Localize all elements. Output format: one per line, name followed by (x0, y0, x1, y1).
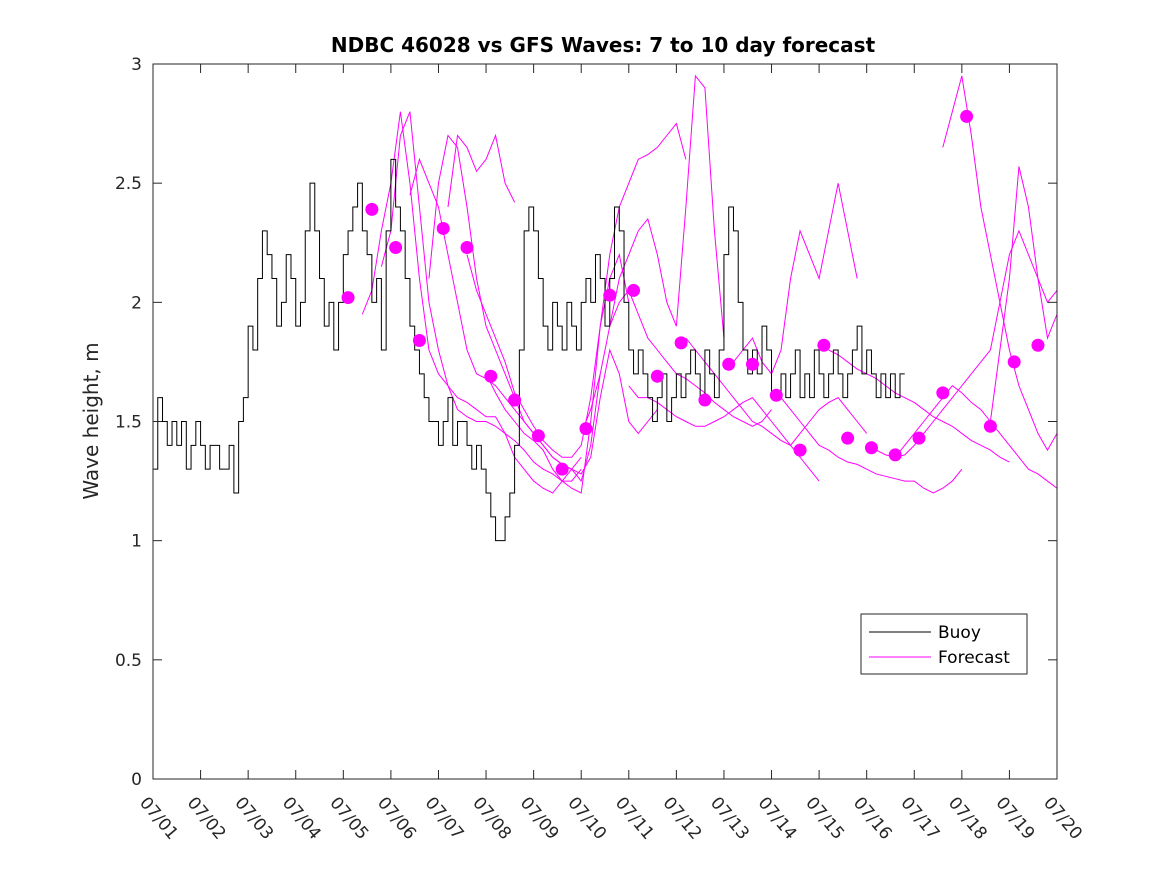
forecast-point (627, 283, 641, 297)
y-tick-label: 0 (131, 770, 142, 790)
forecast-point (888, 448, 902, 462)
forecast-line-5 (447, 133, 516, 208)
forecast-point (912, 431, 926, 445)
forecast-point (674, 336, 688, 350)
forecast-line-6 (466, 252, 630, 458)
forecast-lines (361, 74, 1058, 494)
legend-forecast-label: Forecast (938, 648, 1010, 668)
forecast-line-11 (685, 337, 868, 446)
y-tick-label: 1 (131, 532, 142, 552)
forecast-point (793, 443, 807, 457)
forecast-point (484, 369, 498, 383)
forecast-point (769, 388, 783, 402)
chart-title: NDBC 46028 vs GFS Waves: 7 to 10 day for… (331, 33, 876, 57)
buoy-line (153, 158, 905, 542)
forecast-point (460, 241, 474, 255)
forecast-point (1031, 338, 1045, 352)
forecast-point (389, 241, 403, 255)
forecast-line-2 (380, 111, 582, 482)
y-tick-label: 2 (131, 293, 142, 313)
forecast-line-13 (780, 397, 963, 494)
forecast-point (722, 357, 736, 371)
forecast-line-18 (989, 166, 1058, 422)
forecast-point (841, 431, 855, 445)
forecast-point (983, 419, 997, 433)
legend-buoy-label: Buoy (938, 623, 981, 643)
forecast-point (436, 221, 450, 235)
forecast-point (650, 369, 664, 383)
y-tick-label: 0.5 (115, 651, 142, 671)
forecast-line-16 (894, 385, 1058, 489)
forecast-line-9 (609, 289, 772, 427)
forecast-point (555, 462, 569, 476)
forecast-point (579, 422, 593, 436)
forecast-point (365, 202, 379, 216)
forecast-point (745, 357, 759, 371)
forecast-point (531, 429, 545, 443)
forecast-point (698, 393, 712, 407)
legend: Buoy Forecast (860, 613, 1028, 675)
y-tick-labels: 0 0.5 1 1.5 2 2.5 3 (115, 55, 142, 790)
forecast-point (936, 386, 950, 400)
forecast-line-1 (361, 111, 582, 494)
forecast-line-12 (733, 183, 858, 375)
forecast-point (1007, 355, 1021, 369)
forecast-point (864, 441, 878, 455)
y-tick-label: 3 (131, 55, 142, 75)
forecast-line-8 (580, 74, 725, 434)
forecast-points (341, 109, 1045, 476)
forecast-point (960, 109, 974, 123)
forecast-line-14 (828, 349, 1010, 463)
buoy-series (153, 158, 905, 542)
legend-box (860, 613, 1028, 675)
forecast-point (603, 288, 617, 302)
y-tick-label: 1.5 (115, 413, 142, 433)
y-tick-label: 2.5 (115, 174, 142, 194)
forecast-line-10 (628, 385, 820, 482)
forecast-line-17 (942, 75, 1058, 452)
forecast-point (412, 333, 426, 347)
forecast-point (341, 291, 355, 305)
axis-ticks (152, 63, 1058, 780)
forecast-point (508, 393, 522, 407)
y-axis-label: Wave height, m (79, 342, 103, 499)
forecast-point (817, 338, 831, 352)
